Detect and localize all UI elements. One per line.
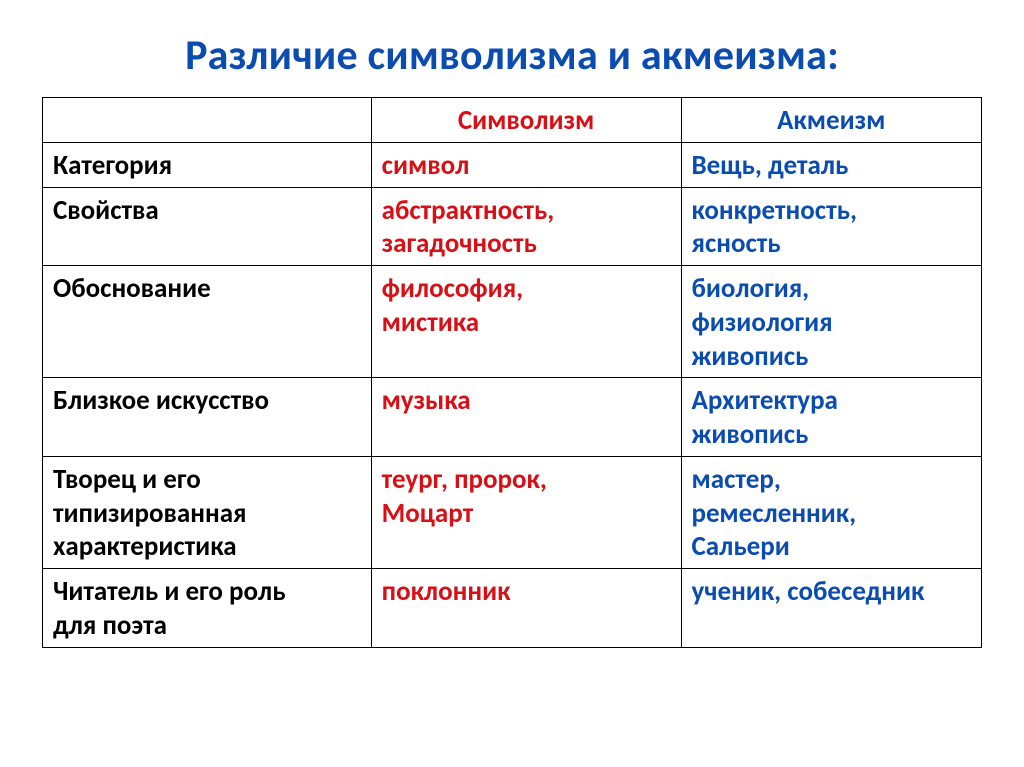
header-acmeism: Акмеизм — [681, 98, 982, 143]
cell-symbolism: абстрактность, загадочность — [371, 187, 681, 266]
cell-acmeism: Вещь, деталь — [681, 142, 982, 187]
cell-symbolism: поклонник — [371, 569, 681, 648]
cell-acmeism: ученик, собеседник — [681, 569, 982, 648]
table-row: Творец и его типизированная характеристи… — [43, 456, 982, 568]
cell-symbolism: музыка — [371, 378, 681, 457]
table-row: КатегориясимволВещь, деталь — [43, 142, 982, 187]
cell-aspect: Близкое искусство — [43, 378, 372, 457]
cell-aspect: Творец и его типизированная характеристи… — [43, 456, 372, 568]
cell-acmeism: конкретность, ясность — [681, 187, 982, 266]
table-row: Обоснованиефилософия, мистикабиология, ф… — [43, 266, 982, 378]
table-row: Читатель и его роль для поэтапоклонникуч… — [43, 569, 982, 648]
comparison-table: Символизм Акмеизм КатегориясимволВещь, д… — [42, 97, 982, 648]
cell-symbolism: символ — [371, 142, 681, 187]
table-header-row: Символизм Акмеизм — [43, 98, 982, 143]
cell-aspect: Обоснование — [43, 266, 372, 378]
header-empty — [43, 98, 372, 143]
cell-symbolism: философия, мистика — [371, 266, 681, 378]
table-row: Близкое искусствомузыкаАрхитектура живоп… — [43, 378, 982, 457]
cell-acmeism: Архитектура живопись — [681, 378, 982, 457]
cell-acmeism: мастер, ремесленник, Сальери — [681, 456, 982, 568]
cell-aspect: Читатель и его роль для поэта — [43, 569, 372, 648]
slide-title: Различие символизма и акмеизма: — [42, 30, 982, 81]
slide: Различие символизма и акмеизма: Символиз… — [0, 0, 1024, 767]
table-row: Свойстваабстрактность, загадочностьконкр… — [43, 187, 982, 266]
header-symbolism: Символизм — [371, 98, 681, 143]
cell-acmeism: биология, физиология живопись — [681, 266, 982, 378]
cell-aspect: Категория — [43, 142, 372, 187]
table-body: КатегориясимволВещь, детальСвойстваабстр… — [43, 142, 982, 647]
cell-aspect: Свойства — [43, 187, 372, 266]
cell-symbolism: теург, пророк, Моцарт — [371, 456, 681, 568]
